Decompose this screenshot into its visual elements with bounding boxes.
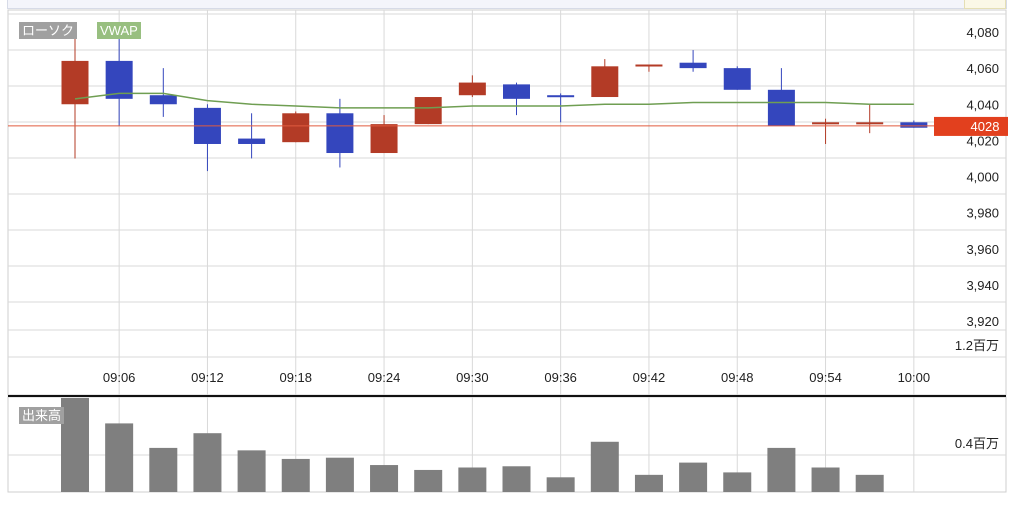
corner-button[interactable] <box>964 0 1006 9</box>
y-tick-label: 3,980 <box>966 206 999 221</box>
volume-bar <box>414 469 443 492</box>
x-tick-label: 09:36 <box>544 370 577 385</box>
volume-bar <box>546 477 575 492</box>
volume-bar <box>811 467 840 492</box>
candlestick-legend-label: ローソク <box>19 22 78 39</box>
candle-down <box>723 68 751 90</box>
candle-down <box>149 95 177 105</box>
x-tick-label: 09:42 <box>633 370 666 385</box>
x-tick-label: 09:06 <box>103 370 136 385</box>
volume-bar <box>193 433 222 492</box>
candle-up <box>591 66 619 98</box>
current-price-badge <box>934 116 1008 136</box>
y-tick-label: 3,940 <box>966 278 999 293</box>
volume-bar <box>370 465 399 492</box>
x-tick-label: 09:30 <box>456 370 489 385</box>
volume-bar <box>149 447 178 492</box>
volume-bar <box>281 458 310 492</box>
candle-up <box>414 97 442 125</box>
vwap-line <box>74 92 914 109</box>
vwap-legend-label: VWAP <box>97 22 141 39</box>
volume-bar <box>855 474 884 492</box>
price-panel-frame <box>7 9 1007 396</box>
y-tick-label: 4,020 <box>966 133 999 148</box>
x-tick-label: 10:00 <box>898 370 931 385</box>
x-tick-label: 09:48 <box>721 370 754 385</box>
candle-down <box>105 60 133 99</box>
y-tick-label: 4,040 <box>966 97 999 112</box>
candle-down <box>238 138 266 144</box>
candle-down <box>547 95 575 98</box>
current-price-label: 4028 <box>971 119 1000 134</box>
volume-bar <box>61 398 89 492</box>
x-tick-label: 09:12 <box>191 370 224 385</box>
top-toolbar-strip <box>7 0 1007 9</box>
candle-up <box>812 122 840 125</box>
candle-up <box>856 122 884 125</box>
x-tick-label: 09:18 <box>279 370 312 385</box>
y-tick-label: 4,060 <box>966 61 999 76</box>
volume-bar <box>458 467 487 492</box>
volume-bar <box>767 447 796 492</box>
volume-bar <box>325 457 354 492</box>
volume-tick-label: 1.2百万 <box>955 338 999 353</box>
y-tick-label: 3,960 <box>966 242 999 257</box>
candle-down <box>767 89 795 126</box>
volume-bar <box>502 466 531 492</box>
candle-down <box>900 122 928 128</box>
volume-bar <box>590 441 619 492</box>
volume-bar <box>105 423 134 492</box>
y-tick-label: 3,920 <box>966 314 999 329</box>
x-tick-label: 09:24 <box>368 370 401 385</box>
volume-bar <box>679 462 708 492</box>
candle-down <box>503 84 530 99</box>
candle-up <box>635 64 663 67</box>
candle-up <box>370 124 398 154</box>
volume-legend-label: 出来高 <box>19 407 65 424</box>
candle-up <box>458 82 486 96</box>
candle-down <box>326 113 354 154</box>
x-tick-label: 09:54 <box>809 370 842 385</box>
candle-up <box>282 113 310 143</box>
y-tick-label: 4,000 <box>966 170 999 185</box>
volume-bar <box>723 472 752 492</box>
y-tick-label: 4,080 <box>966 25 999 40</box>
volume-bar <box>237 450 266 492</box>
volume-tick-label: 0.4百万 <box>955 436 999 451</box>
volume-bar <box>634 474 663 492</box>
candle-down <box>679 62 707 69</box>
